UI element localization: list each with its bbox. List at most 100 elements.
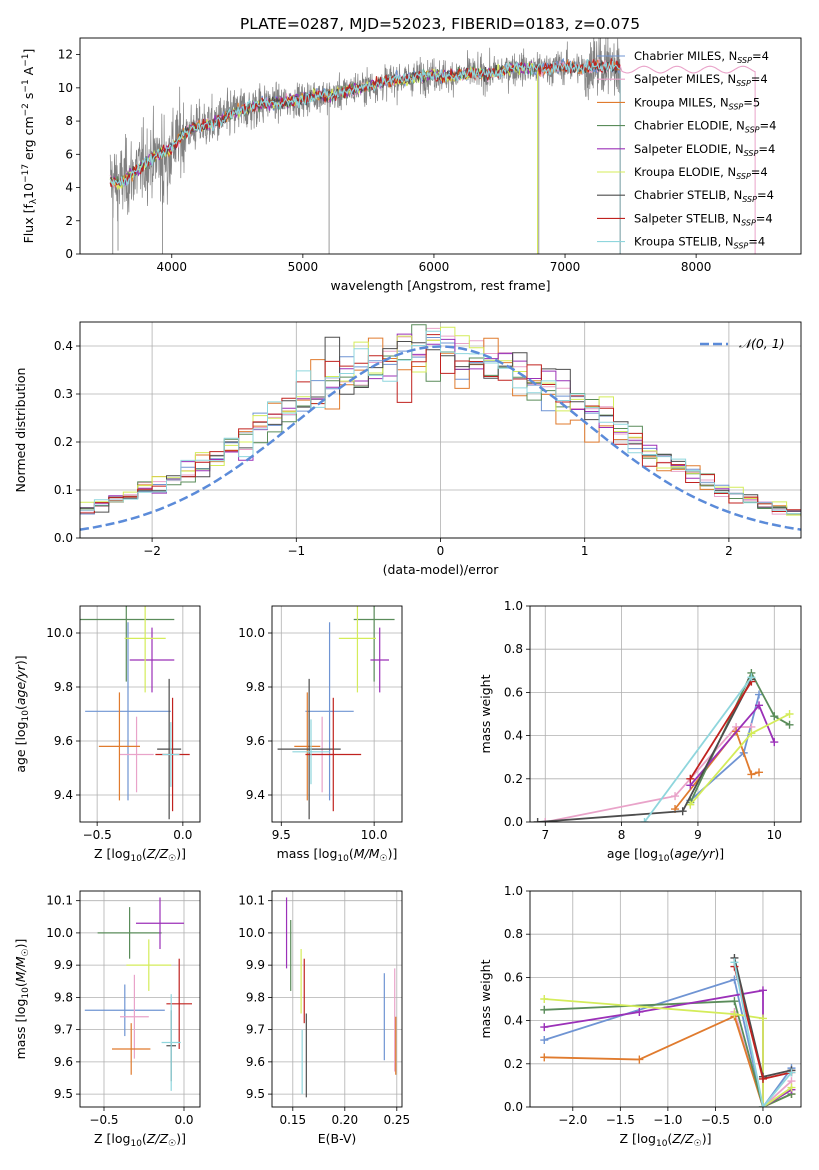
weight-marker	[678, 807, 687, 816]
y-tick-label: 0.6	[504, 970, 523, 984]
y-tick-label: 0.0	[504, 815, 523, 829]
x-tick-label: −0.5	[701, 1113, 730, 1127]
errorbar-point	[166, 958, 192, 1049]
y-tick-label: 2	[65, 214, 73, 228]
x-tick-label: 5000	[288, 260, 319, 274]
y-tick-label: 0.8	[504, 927, 523, 941]
errorbar-point	[338, 606, 376, 693]
errorbar-point	[136, 897, 184, 950]
y-tick-label: 9.8	[54, 990, 73, 1004]
spectrum-data-line	[109, 38, 621, 222]
axis-label: Z [log10(Z/Z☉)]	[94, 1131, 186, 1149]
y-tick-label: 0.4	[54, 339, 73, 353]
x-tick-label: 0.0	[753, 1113, 772, 1127]
weight-line-3	[544, 1000, 792, 1107]
errorbar-point	[353, 606, 395, 682]
errorbar-point	[124, 606, 166, 693]
x-tick-label: 4000	[156, 260, 187, 274]
weight-marker	[540, 995, 549, 1003]
x-tick-label: 8	[618, 828, 626, 842]
errorbar-point	[80, 606, 175, 682]
weight-marker	[758, 1074, 767, 1083]
axes-frame	[529, 890, 802, 1108]
spectrum-legend: Chabrier MILES, NSSP=4 Salpeter MILES, NS…	[597, 49, 776, 251]
axis-label: mass [log10(M/M☉)]	[277, 846, 398, 864]
y-tick-label: 0.2	[54, 435, 73, 449]
legend-entry: Chabrier STELIB, NSSP=4	[634, 188, 774, 204]
weight-marker	[785, 720, 794, 729]
weight-marker	[758, 986, 767, 995]
errorbar-point	[370, 627, 389, 693]
weight-line-8	[643, 676, 753, 822]
spectrum-model-5	[109, 61, 538, 191]
y-tick-label: 0.0	[54, 531, 73, 545]
legend-entry: Salpeter MILES, NSSP=4	[634, 72, 768, 88]
y-tick-label: 9.9	[246, 958, 265, 972]
y-tick-label: 10	[58, 81, 73, 95]
axis-label: Flux [fλ10−17 erg cm−2 s−1 A−1]	[21, 49, 39, 244]
axis-label: Z [log10(Z/Z☉)]	[94, 846, 186, 864]
panel-mass_vs_ebv: 0.15 0.20 0.25 9.5 9.6 9.7 9.8 9.9 10.0 10.1 E(B-V…	[238, 890, 410, 1146]
y-tick-label: 9.5	[54, 1087, 73, 1101]
y-tick-label: 10.0	[46, 926, 73, 940]
weight-marker	[758, 1014, 767, 1023]
errorbar-point	[161, 994, 181, 1091]
errorbar-point	[112, 1023, 151, 1075]
errorbar-point	[162, 722, 180, 787]
x-tick-label: −2	[143, 544, 161, 558]
axes-frame	[79, 321, 802, 539]
y-tick-label: 9.6	[246, 1055, 265, 1069]
y-tick-label: 9.7	[54, 1023, 73, 1037]
plot-area	[80, 606, 190, 820]
x-tick-label: −0.5	[83, 828, 112, 842]
weight-marker	[640, 818, 649, 822]
errorbar-point	[84, 984, 165, 1037]
axis-label: wavelength [Angstrom, rest frame]	[330, 278, 550, 293]
histogram-series-5	[80, 326, 801, 516]
x-tick-label: 10	[767, 828, 782, 842]
weight-marker	[755, 701, 764, 710]
x-tick-label: 1	[581, 544, 589, 558]
axes-frame	[79, 37, 802, 255]
axis-label: E(B-V)	[318, 1131, 357, 1146]
histogram-series-7	[80, 334, 801, 516]
errorbar-point	[157, 678, 182, 820]
panel-residuals: −2 −1 0 1 2 0.0 0.1 0.2 0.3 0.4 (data-model)/error…	[13, 321, 802, 577]
histogram-series-8	[80, 330, 801, 515]
weight-line-8	[733, 962, 793, 1107]
x-tick-label: 0.20	[331, 1113, 358, 1127]
y-tick-label: 9.8	[54, 680, 73, 694]
y-tick-label: 0.2	[504, 1057, 523, 1071]
panel-age_vs_Z: −0.5 0.0 9.4 9.6 9.8 10.0 Z [log10(Z/Z☉)] age […	[13, 605, 201, 864]
y-tick-label: 10.0	[238, 926, 265, 940]
x-tick-label: −2.0	[558, 1113, 587, 1127]
x-tick-label: 0.0	[173, 828, 192, 842]
errorbar-point	[85, 622, 171, 801]
errorbar-point	[98, 692, 140, 801]
histogram-series-4	[80, 333, 801, 513]
y-tick-label: 1.0	[504, 599, 523, 613]
plot-area	[285, 897, 397, 1098]
x-tick-label: 0.0	[174, 1113, 193, 1127]
legend-entry: 𝒩(0, 1)	[739, 336, 785, 351]
legend-entry: Salpeter ELODIE, NSSP=4	[634, 142, 775, 158]
weight-line-7	[689, 681, 753, 780]
weight-marker	[533, 818, 542, 822]
histogram-series-2	[80, 337, 801, 516]
weight-marker	[747, 673, 756, 682]
x-tick-label: −1.5	[606, 1113, 635, 1127]
x-tick-label: 7	[541, 828, 549, 842]
errorbar-point	[305, 697, 362, 812]
y-tick-label: 0.0	[504, 1100, 523, 1114]
y-tick-label: 10.1	[46, 894, 73, 908]
legend-entry: Kroupa ELODIE, NSSP=4	[634, 165, 768, 181]
y-tick-label: 9.6	[54, 734, 73, 748]
axis-label: age [log10(age/yr)]	[13, 655, 31, 772]
weight-marker	[635, 1055, 644, 1064]
grid	[272, 891, 402, 1107]
weight-marker	[787, 1068, 796, 1077]
errorbar-point	[305, 622, 354, 801]
y-tick-label: 6	[65, 147, 73, 161]
y-tick-label: 12	[58, 48, 73, 62]
